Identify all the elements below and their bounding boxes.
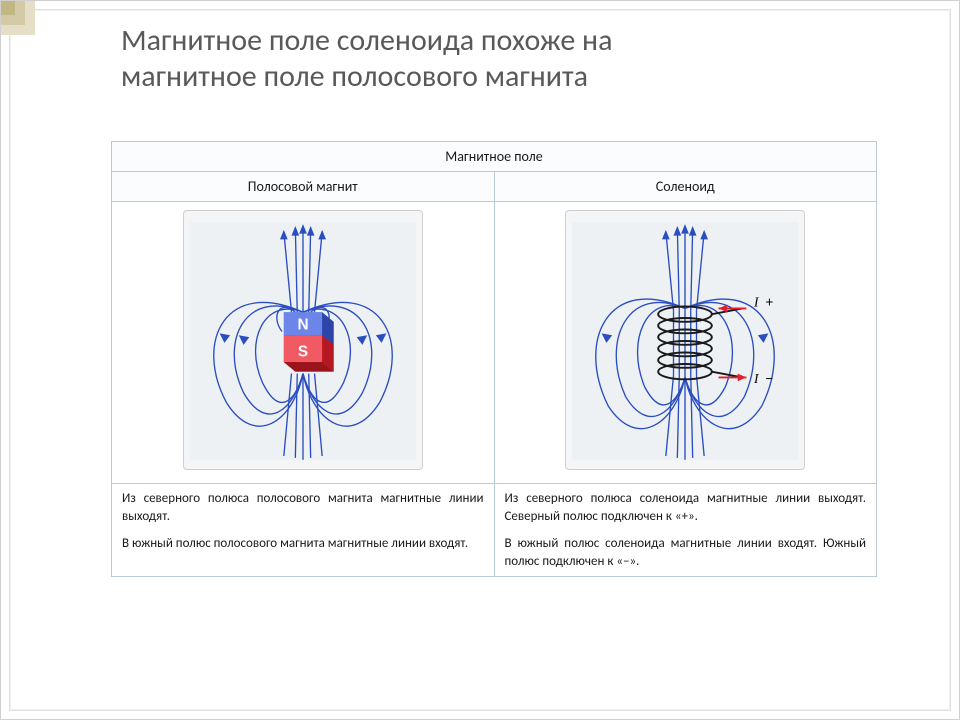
sol-desc-p1: Из северного полюса соленоида магнитные … <box>505 490 867 525</box>
comparison-table: Магнитное поле Полосовой магнит Соленоид <box>111 141 877 577</box>
current-label-top: I <box>753 295 759 310</box>
solenoid-cell: I + I − <box>494 202 877 484</box>
bar-magnet-figure: N S <box>183 210 423 470</box>
solenoid-desc: Из северного полюса соленоида магнитные … <box>494 484 877 577</box>
col2-header: Соленоид <box>494 172 877 202</box>
col1-header: Полосовой магнит <box>112 172 495 202</box>
south-label: S <box>298 343 308 360</box>
north-label: N <box>297 317 308 334</box>
bar-magnet-cell: N S <box>112 202 495 484</box>
slide-title: Магнитное поле соленоида похоже на магни… <box>121 23 881 95</box>
minus-label: − <box>766 371 774 386</box>
title-line1: Магнитное поле соленоида похоже на <box>121 23 881 59</box>
bm-desc-p1: Из северного полюса полосового магнита м… <box>122 490 484 525</box>
sol-desc-p2: В южный полюс соленоида магнитные линии … <box>505 535 867 570</box>
bm-desc-p2: В южный полюс полосового магнита магнитн… <box>122 535 484 553</box>
bar-magnet-icon: N S <box>284 312 334 371</box>
plus-label: + <box>766 295 774 310</box>
bar-magnet-desc: Из северного полюса полосового магнита м… <box>112 484 495 577</box>
title-line2: магнитное поле полосового магнита <box>121 59 881 95</box>
table-header-span: Магнитное поле <box>112 142 877 172</box>
current-label-bottom: I <box>753 371 759 386</box>
corner-decoration <box>1 1 35 35</box>
solenoid-figure: I + I − <box>565 210 805 470</box>
